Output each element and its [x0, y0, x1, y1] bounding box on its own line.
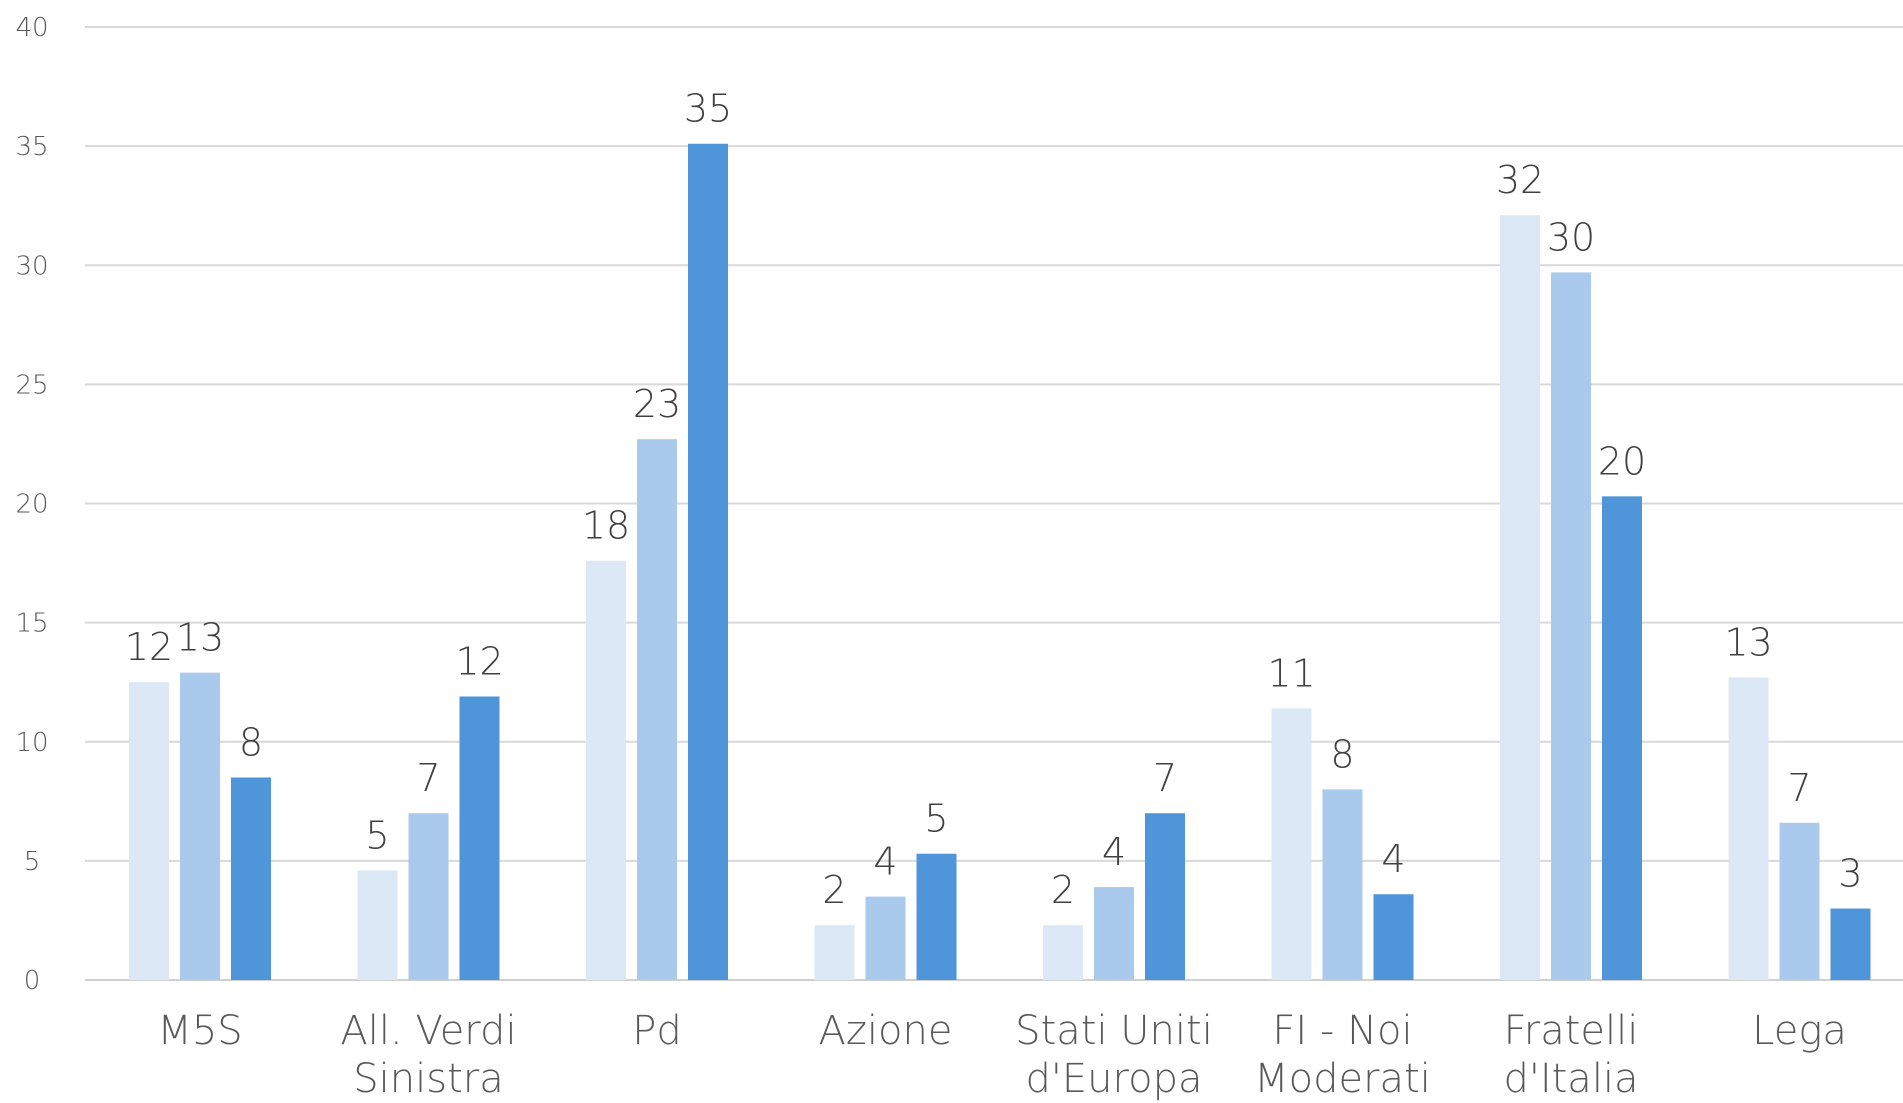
x-tick-label-line: Stati Uniti: [1015, 1008, 1213, 1054]
data-label: 20: [1598, 439, 1646, 483]
bar: [357, 870, 398, 980]
data-label: 11: [1267, 651, 1315, 695]
x-tick-label-line: Fratelli: [1504, 1008, 1639, 1054]
data-label: 2: [822, 868, 846, 912]
y-tick-label: 30: [15, 251, 48, 281]
data-label: 7: [416, 756, 440, 800]
bar: [408, 813, 449, 980]
data-label: 4: [873, 840, 897, 884]
y-tick-label: 40: [15, 13, 48, 43]
x-tick-label-line: d'Europa: [1026, 1056, 1203, 1102]
bar: [459, 696, 500, 980]
data-label: 32: [1496, 158, 1544, 202]
data-label: 5: [924, 797, 948, 841]
bar: [586, 560, 626, 980]
data-label: 4: [1102, 830, 1126, 874]
data-label: 8: [1330, 732, 1354, 776]
x-tick-label-line: Pd: [632, 1008, 682, 1054]
bar: [231, 777, 271, 980]
x-tick-label-line: M5S: [157, 1008, 242, 1054]
data-label: 2: [1051, 868, 1075, 912]
x-tick-label: Lega: [1752, 1008, 1847, 1054]
data-label: 12: [125, 625, 173, 669]
y-tick-label: 35: [15, 132, 48, 162]
data-label: 4: [1381, 837, 1405, 881]
bar: [1779, 822, 1820, 980]
x-tick-label: Azione: [819, 1008, 953, 1054]
bar: [129, 682, 169, 980]
x-tick-label: Pd: [632, 1008, 682, 1054]
x-tick-label-line: All. Verdi: [340, 1008, 516, 1054]
x-tick-label-line: Moderati: [1254, 1056, 1431, 1102]
x-tick-label-line: d'Italia: [1503, 1056, 1638, 1102]
bar: [814, 925, 855, 980]
data-label: 13: [176, 616, 224, 660]
data-label: 13: [1724, 620, 1772, 664]
grid-lines: [85, 26, 1903, 981]
bar: [1500, 215, 1540, 980]
data-label: 35: [684, 87, 732, 131]
data-label: 7: [1787, 766, 1811, 810]
x-tick-label: M5S: [157, 1008, 242, 1054]
y-tick-label: 15: [15, 609, 48, 639]
bar: [1373, 894, 1414, 980]
y-tick-label: 20: [15, 490, 48, 520]
bar: [1094, 887, 1134, 980]
y-tick-label: 0: [24, 966, 41, 996]
x-tick-label-line: Lega: [1752, 1008, 1847, 1054]
x-tick-label: Stati Uniti d'Europa: [1015, 1008, 1213, 1102]
y-tick-label: 10: [15, 728, 48, 758]
x-axis: M5S All. Verdi Sinistra Pd Azione Stati Uniti…: [157, 1008, 1847, 1102]
data-label: 8: [239, 720, 263, 764]
data-label: 5: [365, 813, 389, 857]
bar: [1728, 677, 1769, 980]
x-tick-label-line: Azione: [819, 1008, 953, 1054]
x-tick-label-line: Sinistra: [353, 1056, 503, 1102]
x-tick-label: Fratelli d'Italia: [1503, 1008, 1638, 1102]
bar: [916, 853, 957, 980]
data-label: 7: [1153, 756, 1177, 800]
bar: [688, 143, 728, 980]
data-label: 30: [1547, 215, 1595, 259]
bar: [1043, 925, 1083, 980]
bar: [1322, 789, 1363, 980]
bar: [180, 672, 220, 980]
x-tick-label-line: FI - Noi: [1272, 1008, 1412, 1054]
bar: [1830, 908, 1871, 980]
bar: [1551, 272, 1591, 981]
y-tick-label: 5: [24, 847, 41, 877]
x-tick-label: FI - Noi Moderati: [1254, 1008, 1431, 1102]
data-label: 23: [633, 382, 681, 426]
data-label: 12: [455, 639, 503, 683]
y-axis-tick-labels: 0 5 10 15 20 25 30 35 40: [15, 13, 48, 996]
bar: [1145, 813, 1185, 980]
bar: [637, 439, 677, 980]
data-label: 18: [582, 504, 630, 548]
y-tick-label: 25: [15, 370, 48, 400]
bar: [865, 896, 906, 980]
data-label: 3: [1838, 852, 1862, 896]
x-tick-label: All. Verdi Sinistra: [340, 1008, 516, 1102]
bar: [1602, 496, 1642, 980]
bar: [1271, 708, 1312, 980]
bars: [129, 143, 1871, 981]
